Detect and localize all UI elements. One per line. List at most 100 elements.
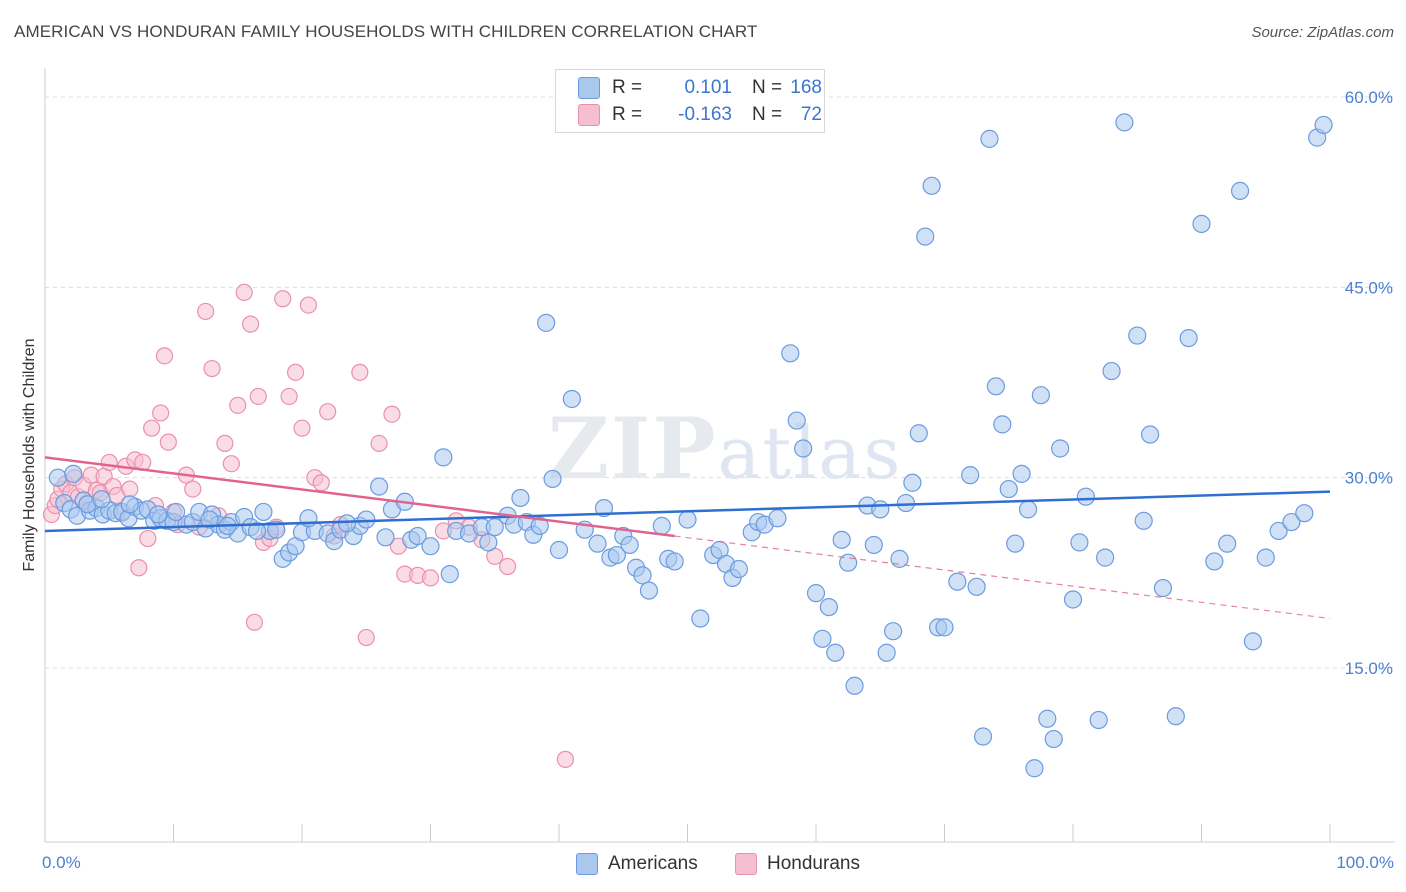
- honduran-point: [556, 750, 575, 768]
- american-point: [408, 526, 427, 546]
- american-point: [806, 584, 826, 603]
- american-point: [434, 448, 453, 467]
- american-point: [267, 520, 286, 539]
- american-point: [1102, 361, 1121, 381]
- honduran-point: [499, 557, 517, 576]
- honduran-point: [351, 363, 369, 381]
- american-point: [1018, 500, 1038, 519]
- american-point: [549, 540, 569, 560]
- x-tick-min: 0.0%: [42, 853, 81, 872]
- n-label: N =: [752, 77, 783, 98]
- american-point: [729, 559, 749, 579]
- american-point: [973, 727, 993, 746]
- honduran-point: [222, 455, 240, 473]
- hondurans-trend-line: [44, 456, 675, 538]
- americans-trend-line: [44, 490, 1331, 533]
- american-point: [1179, 328, 1198, 348]
- american-point: [890, 549, 909, 568]
- american-point: [787, 411, 806, 430]
- american-point: [639, 581, 659, 600]
- honduran-point: [370, 434, 388, 453]
- honduran-point: [229, 396, 247, 414]
- r-label: R =: [612, 77, 643, 98]
- american-point: [1230, 181, 1250, 200]
- american-point: [1063, 590, 1083, 609]
- american-point: [479, 533, 498, 552]
- american-point: [1044, 729, 1063, 749]
- american-point: [691, 609, 710, 628]
- american-point: [665, 552, 684, 571]
- american-point: [877, 643, 896, 662]
- american-point: [1269, 521, 1288, 541]
- american-point: [562, 389, 581, 409]
- american-point: [337, 514, 357, 533]
- american-point: [948, 572, 967, 591]
- honduran-point: [152, 404, 170, 422]
- y-tick-label-45: 45.0%: [1345, 278, 1393, 297]
- americans-swatch: [578, 77, 600, 99]
- american-point: [440, 565, 459, 584]
- american-point: [980, 129, 999, 148]
- american-point: [254, 502, 273, 522]
- american-point: [1282, 512, 1301, 532]
- american-point: [620, 535, 639, 555]
- american-point: [1243, 632, 1263, 651]
- watermark: ZIPatlas: [548, 399, 903, 498]
- american-point: [967, 577, 986, 596]
- honduran-point: [299, 296, 318, 314]
- chart-title: AMERICAN VS HONDURAN FAMILY HOUSEHOLDS W…: [14, 22, 758, 41]
- honduran-point: [143, 419, 161, 437]
- americans-n-value: 168: [790, 77, 822, 98]
- honduran-point: [242, 315, 260, 333]
- americans-points: [48, 113, 1333, 778]
- honduran-point: [286, 363, 305, 381]
- american-point: [485, 518, 504, 537]
- american-point: [1205, 552, 1224, 571]
- hondurans-legend-swatch: [735, 853, 757, 875]
- american-point: [1134, 511, 1153, 530]
- trend-lines: [44, 456, 1331, 620]
- american-point: [652, 516, 671, 535]
- american-point: [1051, 439, 1070, 458]
- american-point: [1006, 534, 1025, 553]
- american-point: [1256, 548, 1275, 567]
- y-tick-label-30: 30.0%: [1345, 469, 1393, 488]
- american-point: [1038, 709, 1057, 728]
- american-point: [511, 488, 530, 508]
- source-credit: Source: ZipAtlas.com: [1251, 24, 1394, 41]
- honduran-point: [249, 387, 267, 406]
- honduran-point: [274, 290, 292, 308]
- americans-r-value: 0.101: [684, 77, 732, 98]
- american-point: [813, 629, 832, 648]
- hondurans-r-value: -0.163: [678, 104, 732, 125]
- american-point: [781, 344, 800, 363]
- american-point: [48, 468, 67, 487]
- american-point: [633, 566, 652, 585]
- grid-lines: [45, 96, 1395, 669]
- american-point: [1070, 533, 1089, 552]
- honduran-point: [100, 453, 118, 472]
- honduran-point: [159, 433, 177, 451]
- y-tick-label-15: 15.0%: [1345, 659, 1393, 678]
- american-point: [1295, 504, 1314, 523]
- american-point: [871, 500, 890, 519]
- american-point: [864, 535, 883, 555]
- honduran-point: [357, 628, 375, 647]
- american-point: [1076, 487, 1095, 506]
- american-point: [421, 537, 440, 556]
- american-point: [148, 505, 168, 524]
- americans-legend-label: Americans: [608, 853, 698, 874]
- honduran-point: [312, 474, 330, 492]
- american-point: [896, 493, 916, 513]
- american-point: [768, 509, 787, 528]
- american-point: [903, 473, 922, 492]
- honduran-point: [121, 480, 139, 498]
- hondurans-legend-label: Hondurans: [767, 853, 860, 874]
- honduran-point: [280, 387, 298, 406]
- american-point: [1096, 548, 1115, 567]
- american-point: [357, 510, 376, 529]
- american-point: [1192, 214, 1211, 233]
- honduran-point: [197, 302, 215, 321]
- american-point: [832, 530, 851, 549]
